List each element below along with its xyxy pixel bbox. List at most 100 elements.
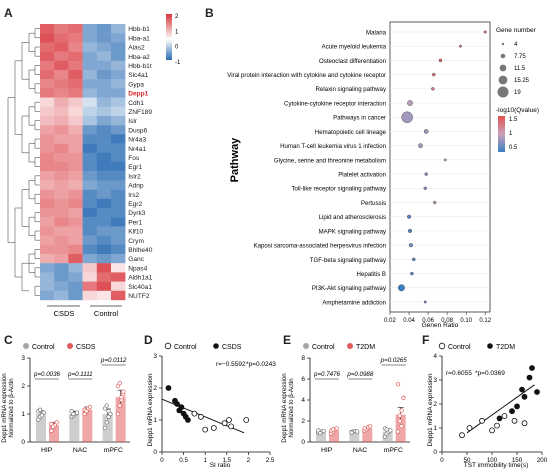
heatmap-cell [96, 116, 112, 126]
heatmap-cell [54, 51, 69, 61]
heatmap-cell [96, 281, 112, 291]
heatmap-cell [111, 97, 126, 107]
x-tick-label: 100 [487, 457, 498, 464]
heatmap-cell [82, 272, 97, 282]
legend-csds: CSDS [222, 344, 242, 351]
heatmap-cell [40, 290, 55, 301]
x-tick-label: 1 [203, 457, 207, 464]
heatmap-cell [54, 208, 69, 218]
gene-label: Aldh1a1 [128, 275, 153, 282]
heatmap-cell [96, 254, 112, 264]
heatmap-cell [40, 97, 55, 107]
heatmap-cell [82, 217, 97, 227]
heatmap-cell [111, 70, 126, 80]
pathway-dot [423, 186, 427, 191]
y-axis-label-1: Depp1 mRNA expression [281, 373, 288, 443]
heatmap-cell [40, 42, 55, 52]
heatmap-cell [96, 189, 112, 199]
heatmap-cell [54, 88, 69, 98]
bar [102, 414, 113, 442]
treatment-point [185, 417, 191, 423]
control-point [501, 413, 508, 419]
y-tick-label: 0 [153, 449, 157, 456]
x-tick-label: 2 [247, 457, 251, 464]
heatmap-cell [111, 254, 126, 264]
x-tick-label: 200 [537, 457, 548, 464]
stats-p: *p=0.0369 [475, 370, 505, 377]
pathway-label: Pathways in cancer [333, 115, 386, 122]
heatmap-cell [54, 281, 69, 291]
gene-label: Gypa [128, 81, 144, 88]
heatmap-cell [68, 134, 83, 144]
colorbar-tick: 2 [175, 14, 179, 20]
heatmap-cell [40, 208, 55, 218]
heatmap-cell [96, 106, 112, 117]
panel-b-dotplot: Pathway Malaria Acute myeloid leukemia Ost… [227, 21, 539, 329]
heatmap-cell [96, 97, 112, 107]
data-point [121, 389, 126, 394]
heatmap-cell [82, 180, 97, 190]
heatmap-cell [111, 88, 126, 98]
panel-letter-a: A [4, 6, 13, 20]
pathway-label: Hematopoietic cell lineage [315, 129, 387, 136]
heatmap-cell [82, 208, 97, 218]
heatmap-cell [68, 42, 83, 52]
heatmap-cell [68, 244, 83, 255]
bar [349, 431, 360, 442]
gene-label: Hba-a2 [128, 54, 150, 61]
size-legend-value: 11.5 [514, 66, 526, 72]
gene-ratio-axis-label: Genen Ratio [422, 322, 459, 329]
heatmap-cell [82, 281, 97, 291]
heatmap-cell [54, 235, 69, 245]
heatmap-cell [96, 226, 112, 236]
heatmap-cell [54, 263, 69, 273]
heatmap-cell [68, 97, 83, 107]
data-point [330, 427, 336, 432]
panel-c-bar: Control CSDS Depp1 mRNA expression Norma… [1, 343, 130, 454]
heatmap-cell [54, 171, 69, 181]
heatmap-cell [82, 162, 97, 172]
bar [36, 414, 46, 442]
plot-area: 0 1 2 3 HIP p=0.0036 NAC p=0.1111 mPFC p=0.0112 [21, 355, 130, 454]
control-point [221, 420, 228, 427]
data-point [401, 395, 406, 401]
heatmap-cell [111, 263, 126, 273]
size-legend-dot [501, 42, 505, 46]
data-point [102, 425, 108, 431]
heatmap-cell [82, 226, 97, 236]
heatmap-cell [40, 235, 55, 245]
heatmap-cell [96, 272, 112, 282]
color-legend-tick: 0.5 [509, 145, 518, 151]
bar [69, 414, 80, 442]
heatmap-cell [40, 263, 55, 273]
y-tick-label: 3 [153, 353, 157, 360]
panel-e-bar: Control T2DM Depp1 mRNA expression Norma… [281, 343, 410, 454]
heatmap-cell [96, 33, 112, 43]
heatmap-cell [68, 143, 83, 153]
y-tick-label: 8 [301, 355, 305, 362]
data-point [37, 407, 43, 412]
x-tick-label: 2.5 [266, 457, 275, 464]
treatment-point [514, 403, 520, 410]
heatmap-cell [111, 189, 126, 199]
heatmap-cell [96, 217, 112, 227]
heatmap-cell [54, 217, 69, 227]
pathway-dot [418, 143, 423, 148]
heatmap-cell [111, 208, 126, 218]
gene-label: Hbb-b1t [128, 63, 152, 70]
pathway-dot [401, 111, 413, 123]
gene-label: Egr1 [128, 164, 142, 171]
pathway-dot [459, 44, 462, 48]
pathway-dot [408, 228, 412, 233]
y-tick-label: 1 [433, 425, 437, 432]
color-legend-tick: 1 [509, 131, 513, 137]
heatmap-cell [111, 60, 126, 71]
size-legend-dot [499, 64, 507, 72]
x-tick-label: 0.06 [422, 318, 434, 324]
heatmap-cell [54, 79, 69, 89]
pathway-dot [483, 30, 487, 34]
p-value: p=0.0988 [346, 371, 374, 378]
y-tick-label: 4 [433, 353, 437, 360]
heatmap-cell [68, 290, 83, 301]
heatmap-cell [40, 33, 55, 43]
